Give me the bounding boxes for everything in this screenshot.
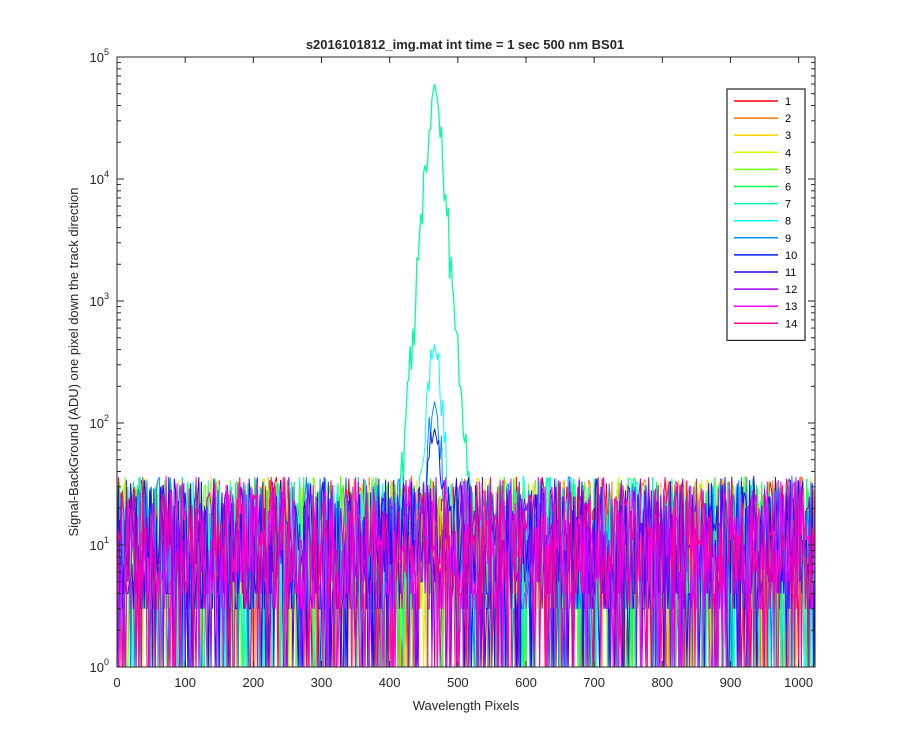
chart-title: s2016101812_img.mat int time = 1 sec 500… — [306, 37, 624, 52]
x-axis-label: Wavelength Pixels — [413, 698, 520, 713]
legend-label-8: 8 — [785, 216, 791, 228]
y-axis-label: Signal-BackGround (ADU) one pixel down t… — [66, 187, 81, 536]
axes-box — [116, 56, 816, 668]
x-tick-label: 900 — [720, 675, 742, 690]
plot-area — [116, 83, 816, 668]
x-tick-label: 0 — [113, 675, 120, 690]
legend-label-7: 7 — [785, 199, 791, 211]
legend-label-11: 11 — [785, 267, 796, 279]
x-tick-label: 500 — [447, 675, 469, 690]
y-tick-label: 103 — [90, 291, 109, 309]
legend-label-6: 6 — [785, 182, 791, 194]
y-tick-label: 102 — [90, 413, 109, 431]
legend-label-3: 3 — [785, 130, 791, 142]
series-line-13 — [116, 475, 816, 668]
legend-label-1: 1 — [785, 96, 791, 108]
y-tick-label: 101 — [90, 535, 109, 553]
x-tick-label: 400 — [379, 675, 401, 690]
legend-label-13: 13 — [785, 301, 797, 313]
x-tick-label: 200 — [242, 675, 264, 690]
y-tick-label: 100 — [90, 657, 109, 675]
legend-label-2: 2 — [785, 113, 791, 125]
x-axis: 0 100 200 300 400 500 600 700 800 900 1000 — [113, 57, 813, 690]
x-tick-label: 100 — [174, 675, 196, 690]
x-tick-label: 300 — [311, 675, 333, 690]
legend-label-12: 12 — [785, 284, 797, 296]
y-tick-label: 105 — [90, 47, 109, 65]
legend-label-10: 10 — [785, 250, 797, 262]
x-tick-label: 700 — [583, 675, 605, 690]
x-tick-label: 1000 — [784, 675, 813, 690]
x-tick-label: 600 — [515, 675, 537, 690]
legend-label-14: 14 — [785, 318, 797, 330]
y-tick-label: 104 — [90, 169, 109, 187]
legend-label-5: 5 — [785, 164, 791, 176]
legend-label-4: 4 — [785, 147, 791, 159]
legend-box — [726, 88, 806, 341]
x-tick-label: 800 — [651, 675, 673, 690]
legend-label-9: 9 — [785, 233, 791, 245]
